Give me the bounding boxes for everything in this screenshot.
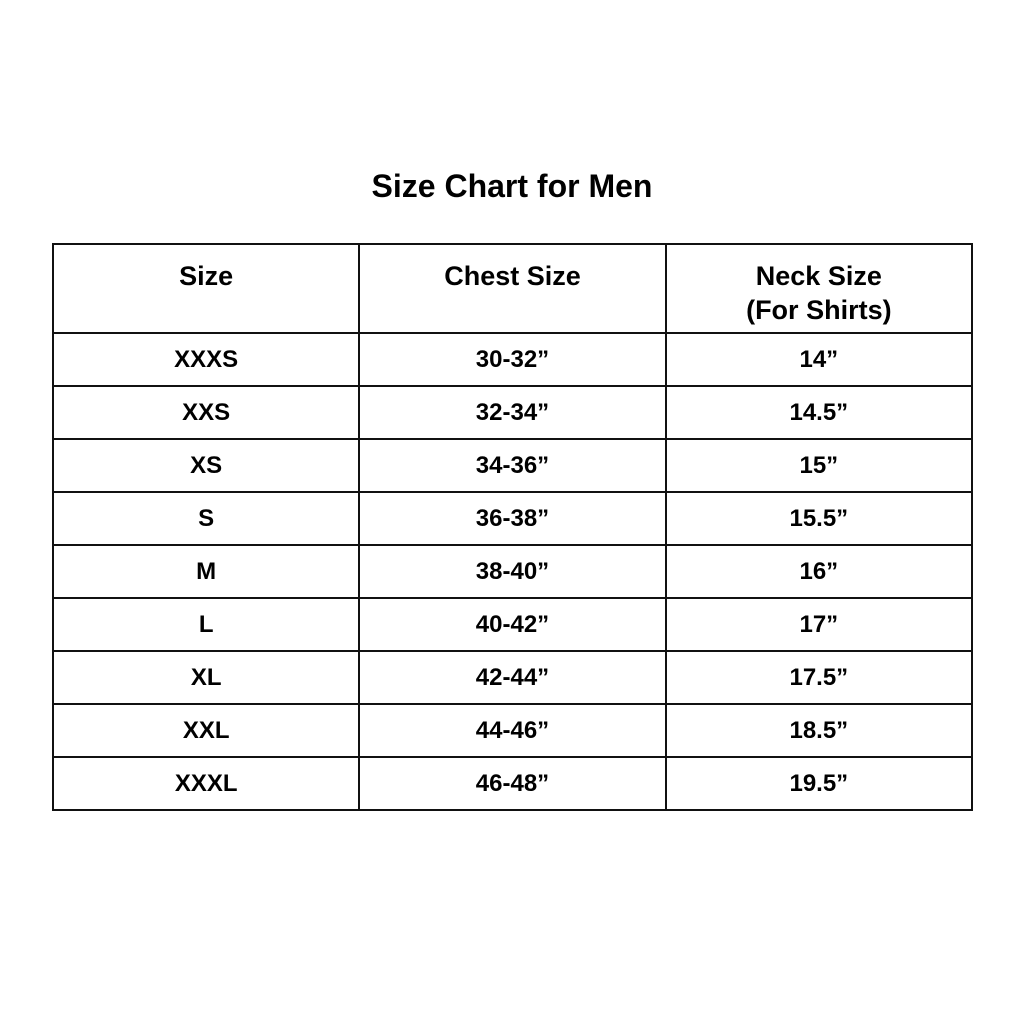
table-row: XL 42-44” 17.5”	[51, 650, 974, 705]
table-row: XXS 32-34” 14.5”	[51, 385, 974, 440]
header-row: Size Chest Size Neck Size (For Shirts)	[51, 243, 974, 334]
header-label: Size	[179, 261, 234, 291]
cell-neck-size: 14”	[664, 332, 974, 387]
cell-size: L	[51, 597, 361, 652]
cell-size: XXS	[51, 385, 361, 440]
table-row: XXXL 46-48” 19.5”	[51, 756, 974, 811]
cell-chest-size: 32-34”	[358, 385, 667, 440]
cell-chest-size: 46-48”	[358, 756, 667, 811]
header-label: Neck Size	[755, 261, 882, 291]
cell-chest-size: 42-44”	[358, 650, 667, 705]
cell-size: M	[51, 544, 361, 599]
cell-size: XXXL	[51, 756, 361, 811]
cell-neck-size: 17”	[664, 597, 974, 652]
cell-size: XXXS	[51, 332, 361, 387]
size-chart-table: Size Chest Size Neck Size (For Shirts) XX…	[51, 243, 974, 811]
cell-chest-size: 38-40”	[358, 544, 667, 599]
header-label: Chest Size	[444, 261, 581, 291]
cell-chest-size: 34-36”	[358, 438, 667, 493]
cell-size: XXL	[51, 703, 361, 758]
cell-chest-size: 44-46”	[358, 703, 667, 758]
cell-neck-size: 14.5”	[664, 385, 974, 440]
header-sublabel: (For Shirts)	[746, 295, 892, 325]
cell-neck-size: 15.5”	[664, 491, 974, 546]
cell-neck-size: 16”	[664, 544, 974, 599]
cell-neck-size: 17.5”	[664, 650, 974, 705]
cell-chest-size: 40-42”	[358, 597, 667, 652]
table-row: XXL 44-46” 18.5”	[51, 703, 974, 758]
cell-neck-size: 19.5”	[664, 756, 974, 811]
table-row: L 40-42” 17”	[51, 597, 974, 652]
page-title: Size Chart for Men	[371, 168, 653, 204]
cell-size: S	[51, 491, 361, 546]
cell-neck-size: 15”	[664, 438, 974, 493]
cell-size: XL	[51, 650, 361, 705]
cell-neck-size: 18.5”	[664, 703, 974, 758]
header-neck-size: Neck Size (For Shirts)	[664, 243, 974, 334]
table-row: XXXS 30-32” 14”	[51, 332, 974, 387]
cell-chest-size: 36-38”	[358, 491, 667, 546]
cell-chest-size: 30-32”	[358, 332, 667, 387]
cell-size: XS	[51, 438, 361, 493]
table-row: XS 34-36” 15”	[51, 438, 974, 493]
table-row: M 38-40” 16”	[51, 544, 974, 599]
header-size: Size	[51, 243, 361, 334]
header-chest-size: Chest Size	[358, 243, 667, 334]
table-row: S 36-38” 15.5”	[51, 491, 974, 546]
